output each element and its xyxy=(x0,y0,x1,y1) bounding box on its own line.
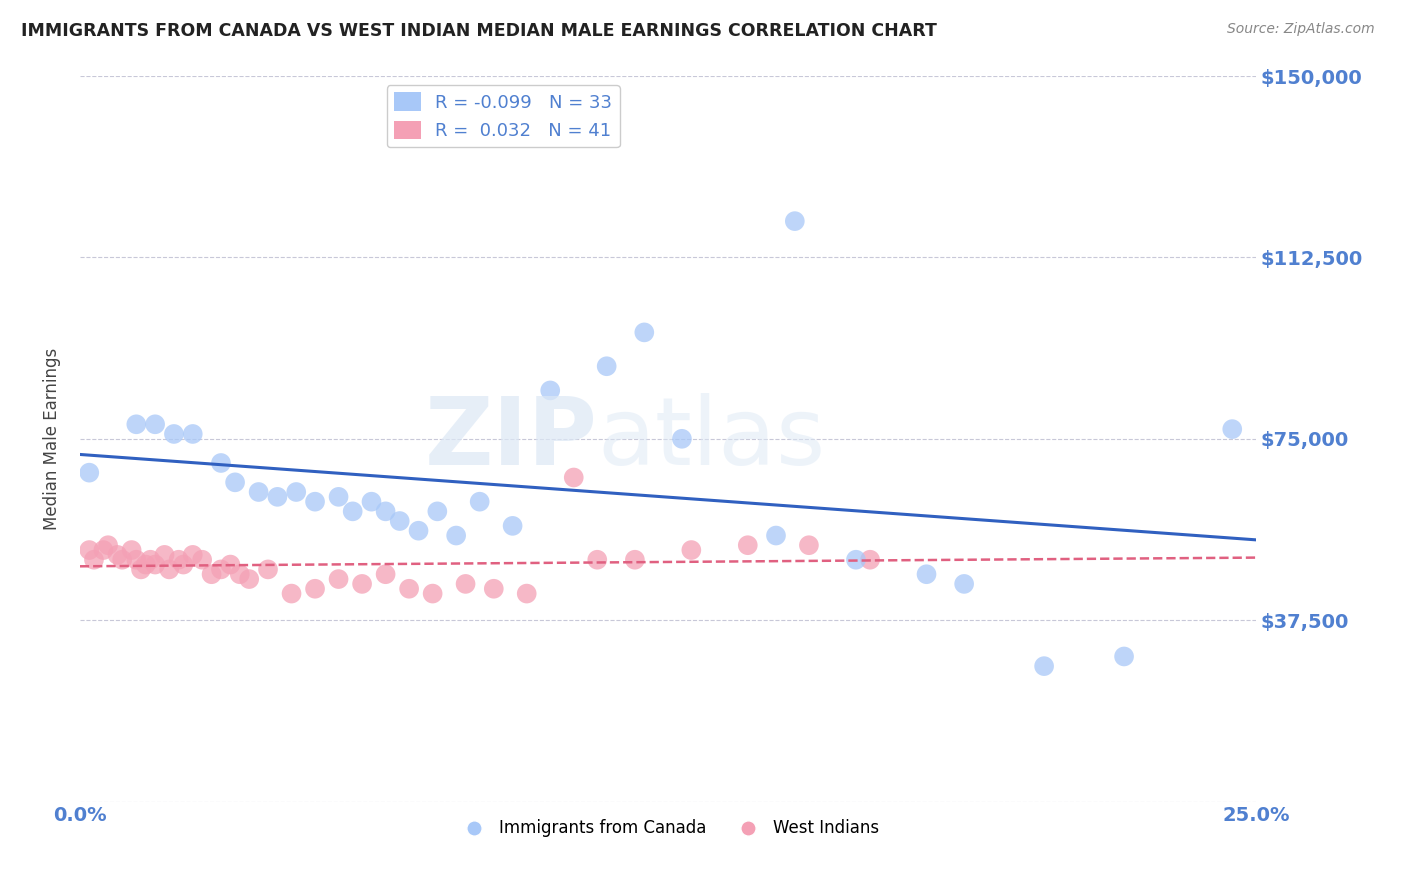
Point xyxy=(422,586,444,600)
Point xyxy=(143,417,166,432)
Point xyxy=(953,577,976,591)
Point xyxy=(398,582,420,596)
Point xyxy=(172,558,194,572)
Point xyxy=(93,543,115,558)
Point xyxy=(266,490,288,504)
Point xyxy=(304,494,326,508)
Y-axis label: Median Male Earnings: Median Male Earnings xyxy=(44,348,60,530)
Point xyxy=(352,577,374,591)
Text: Source: ZipAtlas.com: Source: ZipAtlas.com xyxy=(1227,22,1375,37)
Point xyxy=(209,562,232,576)
Point xyxy=(125,417,148,432)
Point xyxy=(247,485,270,500)
Point xyxy=(595,359,617,374)
Point xyxy=(342,504,364,518)
Point xyxy=(859,552,882,566)
Point xyxy=(845,552,868,566)
Point xyxy=(97,538,120,552)
Point xyxy=(328,572,350,586)
Point xyxy=(153,548,176,562)
Text: IMMIGRANTS FROM CANADA VS WEST INDIAN MEDIAN MALE EARNINGS CORRELATION CHART: IMMIGRANTS FROM CANADA VS WEST INDIAN ME… xyxy=(21,22,936,40)
Point xyxy=(426,504,449,518)
Point xyxy=(328,490,350,504)
Point xyxy=(181,548,204,562)
Point xyxy=(83,552,105,566)
Point xyxy=(304,582,326,596)
Point xyxy=(444,528,467,542)
Point xyxy=(163,427,186,442)
Point xyxy=(502,519,524,533)
Point xyxy=(915,567,938,582)
Point xyxy=(135,558,157,572)
Point xyxy=(765,528,787,542)
Point xyxy=(408,524,430,538)
Point xyxy=(200,567,222,582)
Legend: Immigrants from Canada, West Indians: Immigrants from Canada, West Indians xyxy=(450,813,886,844)
Point xyxy=(482,582,505,596)
Point xyxy=(454,577,477,591)
Point xyxy=(125,552,148,566)
Point xyxy=(121,543,143,558)
Point xyxy=(374,504,396,518)
Point xyxy=(157,562,180,576)
Point xyxy=(181,427,204,442)
Point xyxy=(139,552,162,566)
Point xyxy=(1112,649,1135,664)
Point xyxy=(219,558,242,572)
Point xyxy=(143,558,166,572)
Point xyxy=(681,543,703,558)
Point xyxy=(388,514,411,528)
Point xyxy=(280,586,302,600)
Point xyxy=(562,470,585,484)
Point xyxy=(209,456,232,470)
Point xyxy=(468,494,491,508)
Point xyxy=(586,552,609,566)
Point xyxy=(191,552,214,566)
Point xyxy=(633,326,655,340)
Point xyxy=(229,567,252,582)
Text: atlas: atlas xyxy=(598,392,825,484)
Point xyxy=(129,562,152,576)
Point xyxy=(224,475,246,490)
Point xyxy=(624,552,647,566)
Point xyxy=(1220,422,1243,436)
Point xyxy=(111,552,134,566)
Text: ZIP: ZIP xyxy=(425,392,598,484)
Point xyxy=(737,538,759,552)
Point xyxy=(77,466,100,480)
Point xyxy=(285,485,308,500)
Point xyxy=(107,548,129,562)
Point xyxy=(374,567,396,582)
Point xyxy=(516,586,538,600)
Point xyxy=(1033,659,1056,673)
Point xyxy=(238,572,260,586)
Point xyxy=(360,494,382,508)
Point xyxy=(538,384,561,398)
Point xyxy=(257,562,280,576)
Point xyxy=(797,538,820,552)
Point xyxy=(671,432,693,446)
Point xyxy=(783,214,806,228)
Point xyxy=(167,552,190,566)
Point xyxy=(77,543,100,558)
